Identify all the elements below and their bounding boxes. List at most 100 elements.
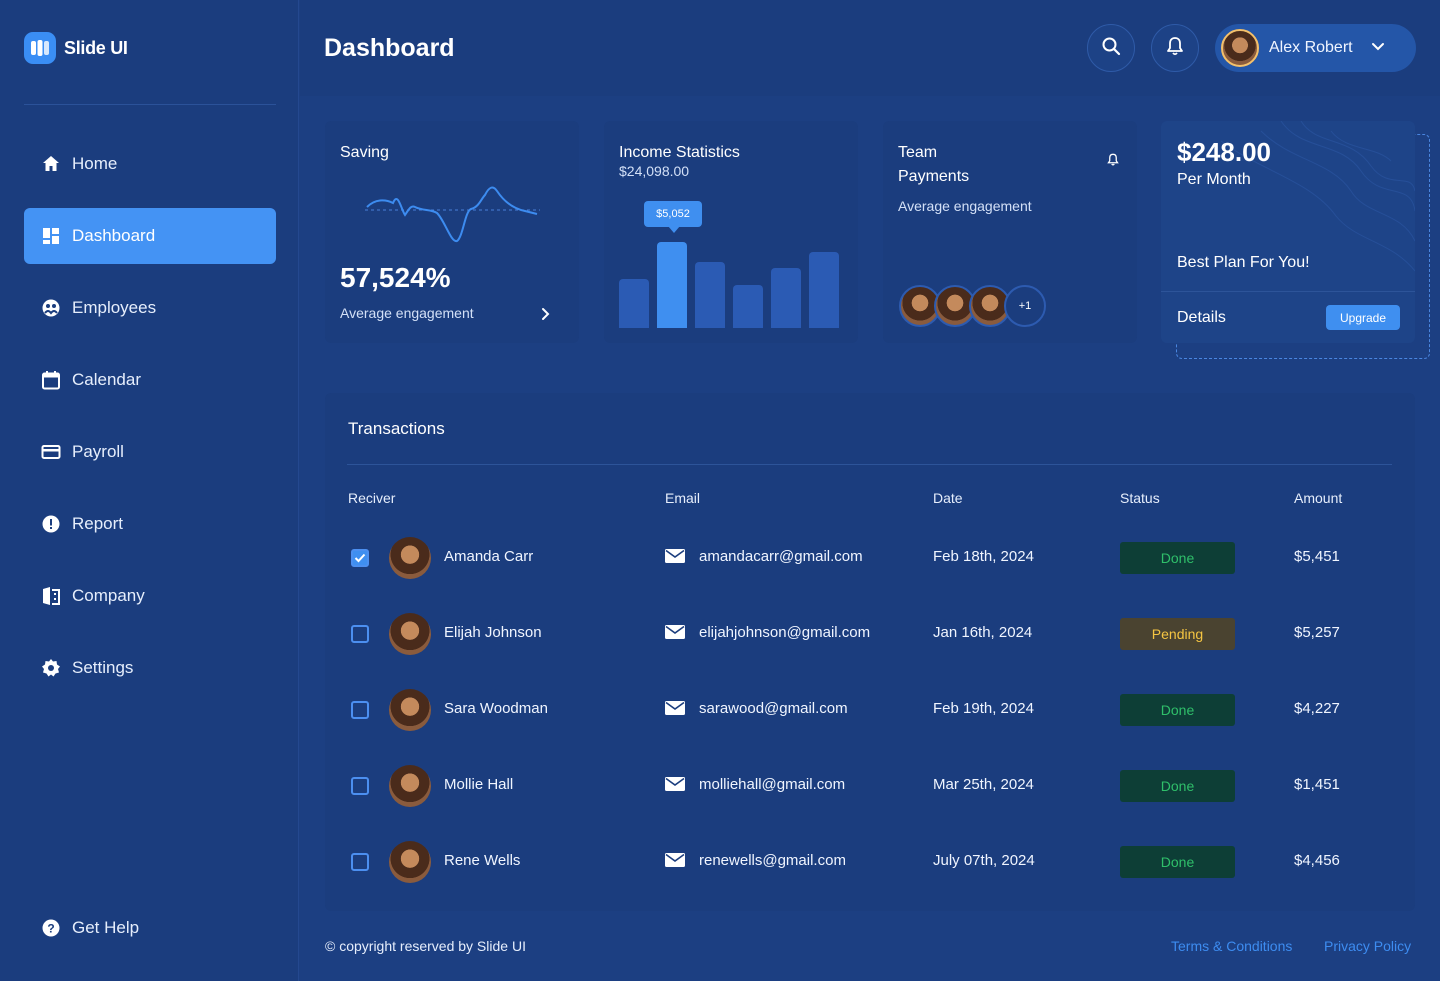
income-bar — [657, 242, 687, 328]
saving-title: Saving — [340, 144, 389, 161]
team-title-line1: Team — [898, 144, 938, 161]
plan-period: Per Month — [1177, 171, 1251, 188]
income-bar — [619, 279, 649, 328]
transaction-amount: $1,451 — [1294, 776, 1340, 793]
upgrade-button[interactable]: Upgrade — [1326, 305, 1400, 330]
team-title-line2: Payments — [898, 168, 970, 185]
get-help-button[interactable]: ? Get Help — [24, 900, 276, 956]
plan-tagline: Best Plan For You! — [1177, 254, 1310, 271]
employees-icon — [40, 297, 62, 319]
column-header-amount: Amount — [1294, 490, 1343, 506]
table-row[interactable]: Sara Woodman sarawood@gmail.com Feb 19th… — [325, 684, 1415, 736]
sidebar-item-company[interactable]: Company — [24, 568, 276, 624]
transaction-date: Mar 25th, 2024 — [933, 776, 1034, 793]
brand[interactable]: Slide UI — [24, 32, 128, 64]
receiver-email: renewells@gmail.com — [699, 852, 846, 869]
avatar — [389, 841, 431, 883]
income-bar — [733, 285, 763, 328]
sidebar-item-dashboard[interactable]: Dashboard — [24, 208, 276, 264]
table-row[interactable]: Mollie Hall molliehall@gmail.com Mar 25t… — [325, 760, 1415, 812]
income-bar — [809, 252, 839, 328]
row-checkbox[interactable] — [351, 853, 369, 871]
row-checkbox[interactable] — [351, 625, 369, 643]
search-button[interactable] — [1087, 24, 1135, 72]
topographic-pattern — [1220, 121, 1415, 272]
status-badge: Done — [1120, 770, 1235, 802]
team-caption: Average engagement — [898, 198, 1032, 214]
user-name: Alex Robert — [1269, 39, 1353, 56]
plan-details-link[interactable]: Details — [1177, 309, 1226, 326]
user-menu[interactable]: Alex Robert — [1215, 24, 1416, 72]
receiver-email: elijahjohnson@gmail.com — [699, 624, 871, 641]
transaction-amount: $4,227 — [1294, 700, 1340, 717]
sidebar-divider — [24, 104, 276, 105]
income-tooltip: $5,052 — [644, 201, 702, 227]
transaction-amount: $5,257 — [1294, 624, 1340, 641]
sidebar-item-label: Calendar — [72, 370, 141, 389]
sidebar-item-report[interactable]: Report — [24, 496, 276, 552]
income-bar — [771, 268, 801, 328]
receiver-name: Elijah Johnson — [444, 624, 542, 641]
payroll-icon — [40, 441, 62, 463]
status-badge: Pending — [1120, 618, 1235, 650]
sidebar-item-home[interactable]: Home — [24, 136, 276, 192]
row-checkbox[interactable] — [351, 701, 369, 719]
top-header: Dashboard Alex Robert — [300, 0, 1440, 96]
copyright-text: © copyright reserved by Slide UI — [325, 938, 526, 954]
income-bar — [695, 262, 725, 328]
checkmark-icon — [354, 553, 366, 563]
saving-value: 57,524% — [340, 262, 451, 293]
table-row[interactable]: Elijah Johnson elijahjohnson@gmail.com J… — [325, 608, 1415, 660]
row-checkbox[interactable] — [351, 777, 369, 795]
avatar — [389, 689, 431, 731]
terms-link[interactable]: Terms & Conditions — [1171, 938, 1293, 954]
avatar — [899, 285, 941, 327]
saving-card: Saving 57,524% Average engagement — [325, 121, 579, 343]
column-header-receiver: Reciver — [348, 490, 396, 506]
avatar — [1221, 29, 1259, 67]
income-amount: $24,098.00 — [619, 163, 690, 179]
mail-icon — [665, 624, 685, 645]
plan-price: $248.00 — [1177, 137, 1271, 167]
sidebar-item-employees[interactable]: Employees — [24, 280, 276, 336]
team-title: Team Payments — [898, 141, 969, 189]
table-row[interactable]: Amanda Carr amandacarr@gmail.com Feb 18t… — [325, 532, 1415, 584]
status-badge: Done — [1120, 694, 1235, 726]
report-icon — [40, 513, 62, 535]
column-header-status: Status — [1120, 490, 1160, 506]
plan-card: $248.00 Per Month Best Plan For You! Det… — [1161, 121, 1415, 343]
transactions-divider — [347, 464, 1392, 465]
table-row[interactable]: Rene Wells renewells@gmail.com July 07th… — [325, 836, 1415, 888]
status-badge: Done — [1120, 846, 1235, 878]
column-header-email: Email — [665, 490, 701, 506]
row-checkbox[interactable] — [351, 549, 369, 567]
receiver-email: sarawood@gmail.com — [699, 700, 848, 717]
column-header-date: Date — [933, 490, 963, 506]
svg-text:?: ? — [47, 922, 54, 936]
more-members-badge[interactable]: +1 — [1004, 285, 1046, 327]
sidebar-item-calendar[interactable]: Calendar — [24, 352, 276, 408]
sidebar-item-payroll[interactable]: Payroll — [24, 424, 276, 480]
plan-divider — [1161, 291, 1415, 292]
privacy-link[interactable]: Privacy Policy — [1324, 938, 1412, 954]
chevron-right-icon[interactable] — [541, 307, 551, 326]
receiver-email: amandacarr@gmail.com — [699, 548, 863, 565]
mail-icon — [665, 776, 685, 797]
notifications-button[interactable] — [1151, 24, 1199, 72]
sidebar-item-settings[interactable]: Settings — [24, 640, 276, 696]
transaction-date: Feb 18th, 2024 — [933, 548, 1034, 565]
sidebar-item-label: Settings — [72, 658, 134, 677]
chevron-down-icon — [1371, 39, 1385, 57]
saving-sparkline — [365, 186, 540, 242]
help-icon: ? — [40, 917, 62, 939]
transaction-date: July 07th, 2024 — [933, 852, 1035, 869]
sidebar-nav: Home Dashboard Employees Calendar Payrol… — [24, 136, 276, 712]
avatar — [389, 537, 431, 579]
receiver-name: Amanda Carr — [444, 548, 534, 565]
avatar — [389, 613, 431, 655]
transaction-amount: $5,451 — [1294, 548, 1340, 565]
get-help-label: Get Help — [72, 918, 140, 937]
receiver-name: Rene Wells — [444, 852, 521, 869]
bell-icon — [1166, 36, 1184, 61]
bell-icon[interactable] — [1107, 153, 1119, 171]
